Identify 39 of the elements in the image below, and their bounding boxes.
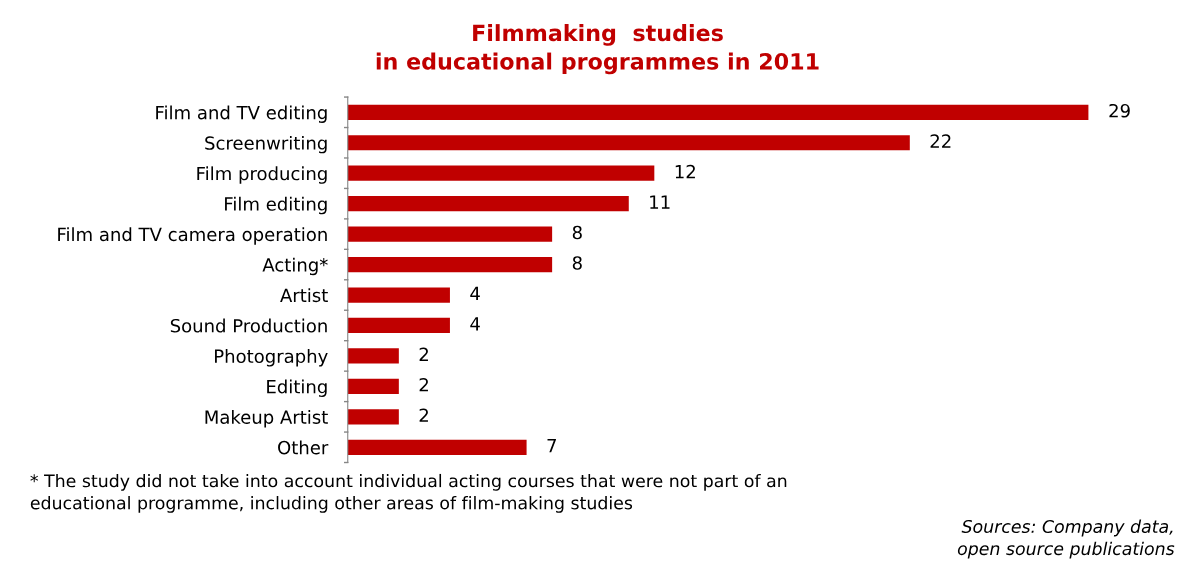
y-tick-label: Acting*	[262, 257, 328, 276]
data-label: 22	[930, 134, 951, 148]
bar	[347, 378, 399, 394]
data-label: 4	[470, 317, 480, 331]
y-tick-label: Sound Production	[170, 318, 327, 333]
data-label: 2	[419, 377, 428, 392]
data-label: 8	[572, 225, 582, 240]
y-tick-label: Editing	[267, 379, 327, 397]
y-tick-label: Film editing	[225, 196, 327, 215]
bar	[347, 226, 553, 242]
bar	[347, 256, 553, 273]
bar	[347, 317, 450, 334]
y-tick-label: Makeup Artist	[205, 409, 328, 428]
y-tick-label: Other	[278, 440, 329, 455]
chart-title: Filmmaking studies in educational programmes in 2011	[376, 24, 819, 75]
text: * The study did not take into account individual acting courses that were not part of an educational programme, including other areas of film-making studies	[30, 473, 787, 513]
bar	[347, 439, 527, 455]
bar	[347, 348, 399, 364]
bar	[347, 104, 1089, 120]
y-tick-label: Film producing	[197, 166, 327, 184]
data-label: 7	[547, 439, 556, 453]
bar	[347, 196, 629, 212]
y-tick-label: Photography	[215, 349, 328, 367]
bar	[347, 287, 450, 303]
data-label: 8	[572, 256, 582, 270]
source-note: Sources: Company data, open source publications	[957, 519, 1175, 559]
bar	[347, 409, 399, 425]
data-label: 2	[419, 408, 428, 422]
y-tick-label: Screenwriting	[205, 135, 327, 154]
data-label: 11	[650, 195, 670, 209]
y-tick-label: Film and TV editing	[156, 105, 327, 123]
y-tick-label: Film and TV camera operation	[58, 227, 327, 245]
bar	[347, 135, 910, 151]
bar	[347, 165, 655, 181]
data-label: 12	[675, 164, 695, 179]
data-label: 29	[1109, 103, 1130, 118]
y-tick-label: Artist	[280, 288, 328, 303]
data-label: 4	[470, 286, 480, 300]
data-label: 2	[419, 347, 428, 361]
